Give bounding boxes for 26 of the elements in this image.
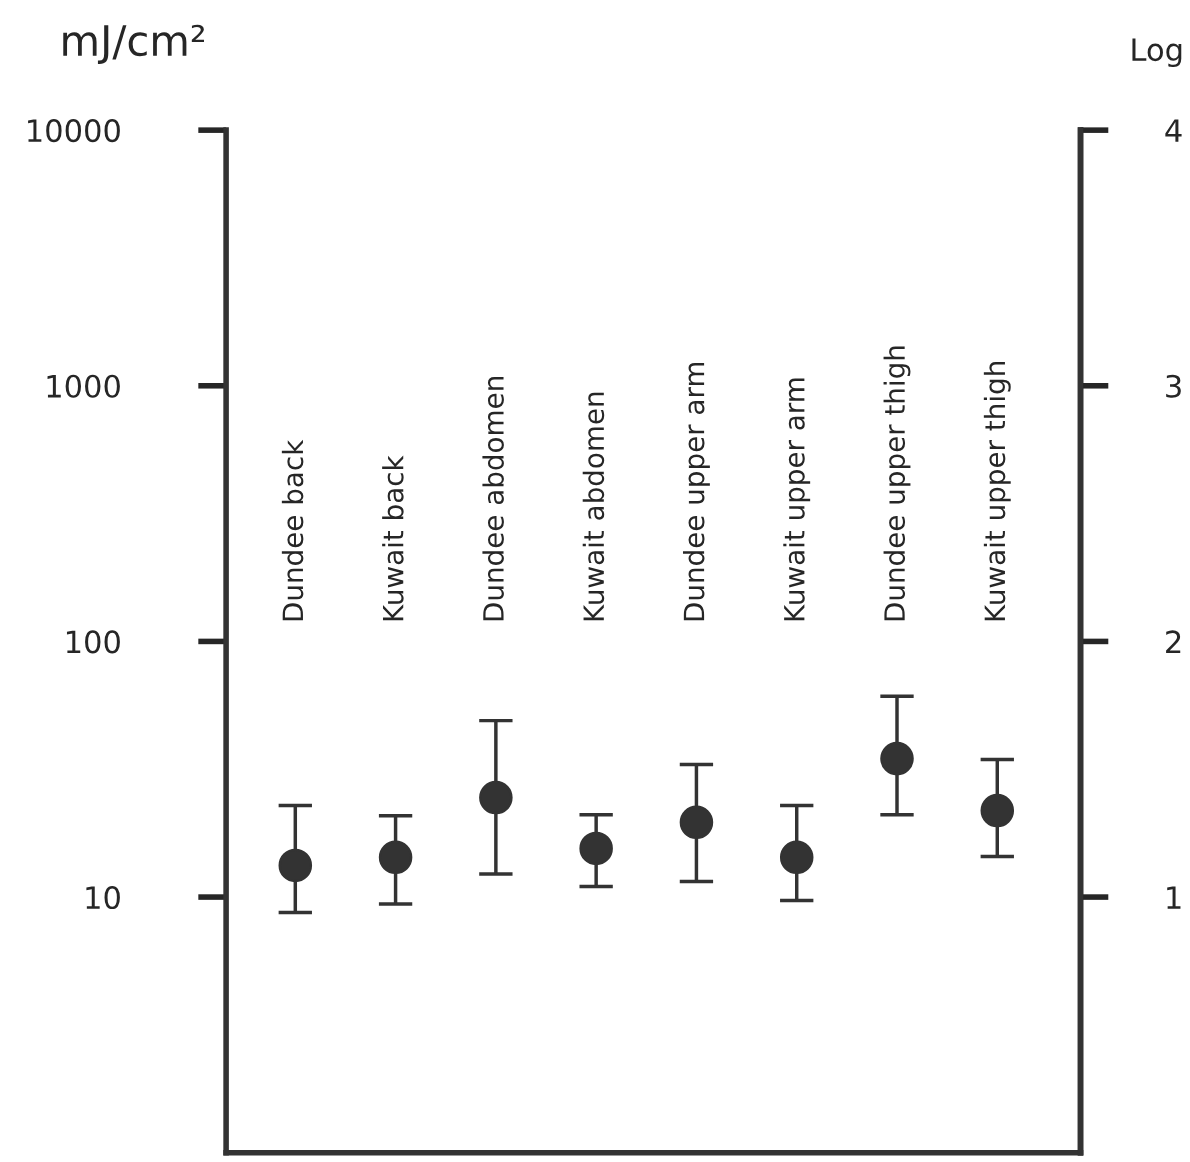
point	[479, 780, 513, 815]
y-tick-label: 1000	[47, 374, 120, 398]
point	[779, 840, 814, 875]
y-tick-label: 100	[66, 630, 120, 654]
x-tick-label: Dundee back	[281, 439, 304, 621]
point	[579, 831, 613, 866]
x-tick-label: Dundee abdomen	[482, 377, 504, 621]
point	[378, 840, 413, 875]
y2-tick-label: 3	[1166, 374, 1181, 398]
point	[980, 793, 1015, 828]
point	[880, 741, 914, 776]
x-tick-label: Kuwait upper arm	[783, 378, 811, 621]
point	[679, 805, 714, 840]
y-tick-label: 10000	[28, 119, 120, 143]
y-axis-title: mJ/cm²	[63, 24, 204, 64]
y2-axis-title: Log	[1132, 38, 1182, 68]
y-tick-label: 10	[86, 885, 120, 910]
x-tick-label: Dundee upper thigh	[883, 346, 911, 621]
y2-tick-label: 2	[1166, 630, 1181, 654]
x-tick-label: Kuwait abdomen	[582, 392, 605, 621]
y2-tick-label: 4	[1165, 119, 1182, 142]
x-tick-label: Kuwait upper thigh	[983, 362, 1011, 621]
point	[278, 848, 313, 883]
y2-tick-label: 1	[1167, 886, 1181, 909]
x-tick-label: Dundee upper arm	[682, 362, 710, 621]
x-tick-label: Kuwait back	[382, 455, 404, 621]
